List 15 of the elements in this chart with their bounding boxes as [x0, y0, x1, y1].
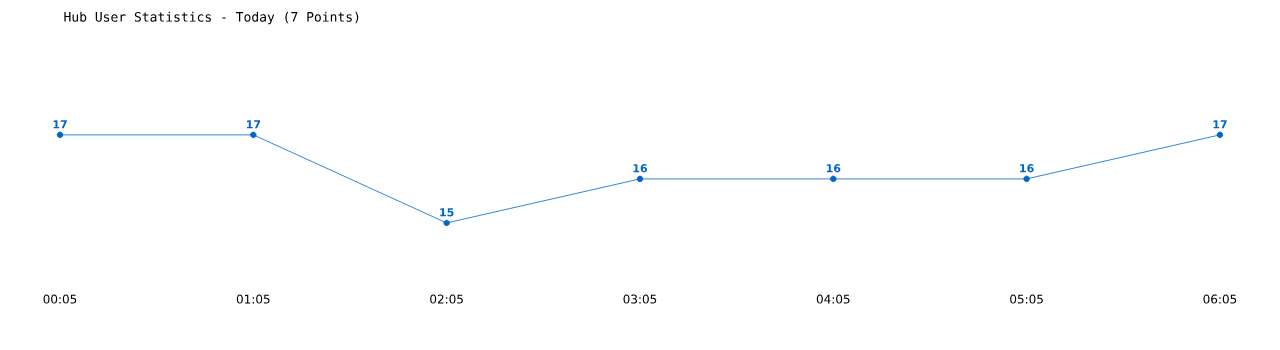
x-tick-label: 06:05 — [1203, 294, 1237, 304]
x-tick-label: 03:05 — [623, 294, 657, 304]
x-tick-label: 02:05 — [430, 294, 463, 304]
x-tick-label: 01:05 — [236, 294, 270, 304]
data-label: 16 — [1020, 164, 1034, 173]
data-label: 15 — [440, 208, 454, 217]
data-label: 17 — [1213, 120, 1227, 129]
data-label: 17 — [53, 120, 67, 129]
x-tick-label: 00:05 — [43, 294, 77, 304]
data-label: 17 — [246, 120, 261, 129]
x-tick-label: 04:05 — [816, 294, 850, 304]
data-label: 16 — [633, 164, 648, 173]
data-label: 16 — [826, 164, 841, 173]
x-tick-label: 05:05 — [1010, 294, 1043, 304]
chart-title: Hub User Statistics - Today (7 Points) — [64, 11, 359, 25]
